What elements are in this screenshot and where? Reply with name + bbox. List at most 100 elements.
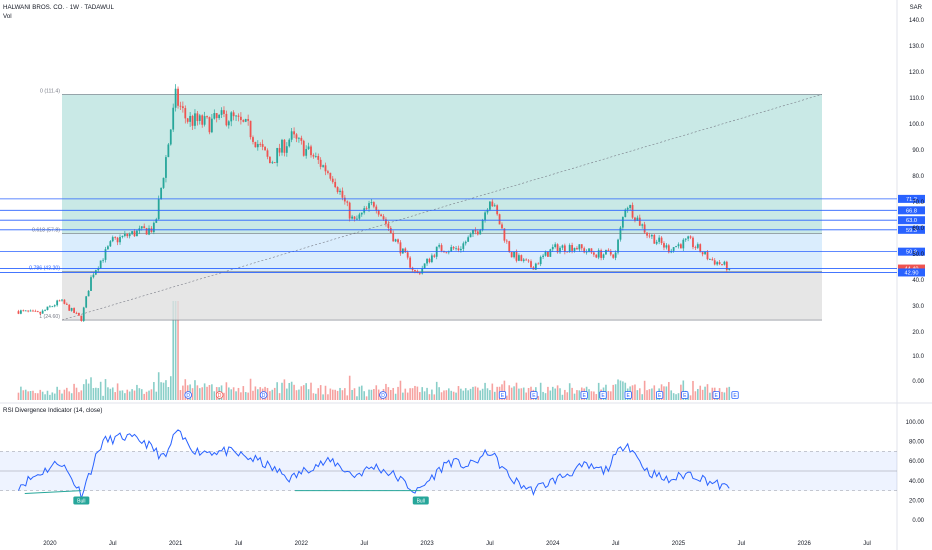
candle-body	[264, 146, 266, 151]
bull-divergence-line	[24, 490, 82, 495]
volume-bar	[68, 391, 71, 400]
volume-bar	[116, 383, 119, 400]
candle-body	[165, 157, 167, 178]
volume-bar	[126, 389, 129, 400]
event-marker-text: E	[583, 393, 587, 399]
candle-body	[430, 255, 433, 263]
candle-body	[305, 149, 308, 156]
candle-body	[513, 251, 515, 258]
candle-body	[375, 206, 378, 211]
candle-body	[689, 236, 692, 238]
volume-bar	[29, 390, 32, 400]
candle-body	[70, 308, 73, 311]
candle-body	[339, 190, 341, 193]
volume-bar	[496, 386, 498, 400]
volume-bar	[508, 385, 511, 400]
candle-body	[107, 246, 109, 250]
candle-body	[225, 113, 228, 126]
volume-bar	[56, 386, 58, 400]
volume-bar	[641, 394, 644, 400]
earnings-marker	[530, 391, 538, 399]
time-axis-label: Jul	[863, 541, 871, 547]
candle-body	[201, 115, 204, 125]
volume-bar	[228, 387, 230, 400]
volume-bar	[697, 388, 699, 400]
volume-bar	[556, 385, 559, 400]
volume-bar	[397, 386, 399, 400]
event-marker-text: D	[381, 393, 385, 399]
volume-bar	[162, 382, 165, 400]
candle-body	[63, 299, 66, 304]
level-price-text: 42.90	[905, 270, 919, 276]
volume-bar	[486, 388, 489, 400]
volume-bar	[663, 386, 665, 400]
volume-bar	[636, 390, 639, 400]
candle-body	[32, 310, 34, 312]
candle-body	[459, 248, 462, 251]
candle-body	[174, 88, 177, 108]
volume-bar	[365, 396, 368, 400]
volume-bar	[506, 395, 508, 400]
candle-body	[518, 255, 520, 261]
candle-body	[298, 137, 300, 139]
candle-body	[80, 315, 83, 321]
candle-body	[631, 205, 634, 218]
candle-body	[515, 251, 518, 261]
candle-body	[75, 312, 78, 314]
candle-body	[155, 219, 158, 223]
volume-bar	[460, 388, 462, 400]
candle-body	[653, 235, 656, 244]
candle-body	[672, 247, 675, 251]
candle-body	[242, 120, 245, 122]
candle-body	[675, 246, 677, 248]
volume-bar	[387, 387, 390, 400]
candle-body	[259, 144, 262, 145]
candle-body	[356, 218, 358, 220]
candle-body	[184, 108, 187, 119]
volume-bar	[416, 386, 419, 400]
volume-bar	[307, 389, 310, 400]
rsi-title[interactable]: RSI Divergence Indicator (14, close)	[3, 407, 103, 414]
candle-body	[346, 201, 349, 203]
time-axis-label: 2022	[295, 541, 309, 547]
candle-body	[646, 232, 648, 236]
price-tick-label: 90.0	[912, 148, 924, 154]
volume-bar	[286, 388, 288, 400]
volume-bar	[682, 380, 685, 400]
volume-bar	[404, 388, 407, 400]
earnings-marker	[624, 391, 632, 399]
volume-bar	[622, 381, 624, 400]
volume-bar	[675, 394, 677, 400]
candle-body	[327, 171, 329, 173]
volume-bar	[595, 394, 598, 400]
volume-bar	[467, 390, 469, 400]
candle-body	[380, 214, 383, 217]
price-tick-label: 100.0	[909, 122, 925, 128]
candle-body	[206, 116, 208, 118]
candle-body	[73, 308, 75, 313]
price-tick-label: 110.0	[909, 96, 924, 102]
candle-body	[725, 261, 728, 271]
level-price-text: 59.3	[906, 228, 917, 234]
candle-body	[551, 246, 554, 250]
volume-bar	[537, 396, 540, 400]
volume-bar	[445, 390, 448, 400]
candle-body	[331, 178, 334, 182]
time-axis-label: Jul	[360, 541, 368, 547]
candle-body	[438, 245, 441, 247]
earnings-marker	[731, 391, 739, 399]
volume-bar	[634, 384, 636, 400]
level-price-tag	[898, 206, 925, 215]
volume-bar	[153, 382, 155, 400]
candle-body	[341, 190, 344, 198]
candle-body	[547, 251, 549, 257]
bull-badge-text: Bull	[77, 498, 85, 504]
candle-body	[522, 259, 525, 261]
candle-body	[145, 228, 148, 235]
candle-body	[310, 146, 312, 156]
candle-body	[237, 115, 240, 117]
volume-bar	[346, 395, 349, 400]
candle-body	[571, 245, 574, 251]
candle-body	[68, 304, 71, 311]
